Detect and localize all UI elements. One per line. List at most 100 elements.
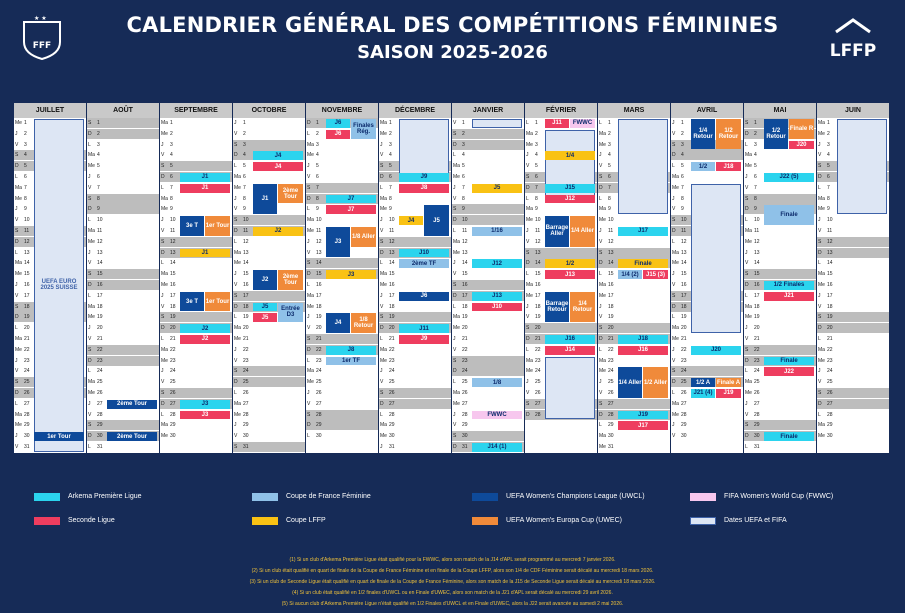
weekday-letter: V	[234, 206, 238, 213]
weekday-letter: J	[234, 120, 237, 126]
weekday-letter: Me	[161, 433, 168, 440]
day-number: 14	[462, 260, 468, 267]
day-row: L 31	[87, 442, 159, 452]
day-number: 30	[462, 433, 468, 440]
weekday-letter: Ma	[818, 422, 825, 429]
day-number: 8	[827, 195, 830, 202]
calendar-event: J8	[399, 183, 449, 193]
calendar-event: J5	[253, 302, 277, 312]
day-row: V 25	[160, 377, 232, 387]
weekday-letter: V	[599, 390, 603, 396]
weekday-letter: L	[599, 346, 602, 353]
weekday-letter: S	[818, 314, 822, 321]
day-number: 27	[535, 400, 541, 407]
day-row: L 23	[306, 356, 378, 366]
weekday-letter: Me	[307, 303, 314, 310]
weekday-letter: L	[745, 368, 748, 375]
weekday-letter: S	[88, 346, 92, 353]
day-row: Me 6	[452, 172, 524, 182]
weekday-letter: Ma	[745, 303, 752, 310]
day-number: 1	[170, 120, 173, 126]
season-subtitle: SAISON 2025-2026	[357, 42, 548, 63]
day-number: 6	[24, 174, 27, 180]
day-row: Me 23	[160, 356, 232, 366]
weekday-letter: D	[15, 238, 19, 245]
day-row: Me 7	[233, 183, 305, 193]
calendar-event	[691, 183, 741, 333]
day-number: 13	[170, 249, 176, 256]
calendar-event: 1/4 Retour	[570, 291, 595, 323]
day-number: 7	[170, 184, 173, 191]
legend-label: UEFA Women's Champions League (UWCL)	[506, 493, 645, 500]
day-number: 12	[243, 238, 249, 245]
day-number: 12	[754, 238, 760, 245]
weekday-letter: Ma	[818, 120, 825, 126]
weekday-letter: J	[380, 292, 383, 299]
weekday-letter: V	[307, 249, 311, 256]
day-number: 22	[754, 346, 760, 353]
day-row: Ma 19	[452, 312, 524, 322]
day-number: 22	[535, 346, 541, 353]
day-row: J 22	[233, 345, 305, 355]
day-number: 16	[535, 282, 541, 288]
day-number: 2	[535, 130, 538, 137]
day-row: Me 29	[14, 420, 86, 430]
day-number: 24	[389, 368, 395, 375]
day-number: 2	[754, 130, 757, 137]
day-number: 15	[24, 271, 30, 278]
day-number: 15	[608, 271, 614, 278]
day-number: 22	[827, 346, 833, 353]
weekday-letter: J	[161, 368, 164, 375]
day-row: Me 10	[598, 215, 670, 225]
day-row: Ma 3	[306, 140, 378, 150]
calendar-event: Barrage Retour	[545, 291, 569, 323]
month-column: AOÛT S 1 D 2 L 3 Ma 4 Me 5 J 6 V 7 S 8 D 9 L 10 Ma 11 Me 12 J 13 V 1…	[87, 103, 159, 453]
day-row: Me 23	[817, 356, 889, 366]
calendar-event	[399, 119, 449, 182]
day-number: 25	[754, 379, 760, 386]
day-row: Ma 4	[87, 150, 159, 160]
day-number: 27	[754, 400, 760, 407]
day-number: 9	[316, 206, 319, 213]
day-number: 10	[243, 217, 249, 224]
weekday-letter: Ma	[380, 120, 387, 126]
day-row: Me 12	[744, 237, 816, 247]
weekday-letter: V	[453, 271, 457, 278]
day-number: 23	[827, 357, 833, 364]
day-row: J 28	[452, 410, 524, 420]
month-column: MAI S 1 D 2 L 3 Ma 4 Me 5 J 6 V 7 S 8 D 9 L 10 Ma 11 Me 12 J 13 V 14…	[744, 103, 816, 453]
weekday-letter: D	[672, 303, 676, 310]
day-row: D 13	[817, 247, 889, 258]
day-number: 16	[754, 282, 760, 288]
day-row: J 13	[87, 248, 159, 258]
day-number: 1	[24, 120, 27, 126]
day-row: J 25	[525, 377, 597, 387]
legend-label: Seconde Ligue	[68, 517, 115, 524]
day-row: Ma 25	[744, 377, 816, 387]
weekday-letter: S	[672, 141, 676, 148]
day-number: 8	[243, 195, 246, 202]
day-row: V 18	[817, 302, 889, 312]
weekday-letter: D	[88, 282, 92, 288]
day-number: 28	[316, 411, 322, 418]
day-number: 4	[24, 152, 27, 159]
day-row: L 30	[306, 431, 378, 441]
day-row: L 22	[598, 345, 670, 355]
weekday-letter: S	[453, 130, 457, 137]
day-number: 26	[24, 390, 30, 396]
day-number: 2	[681, 130, 684, 137]
weekday-letter: J	[453, 336, 456, 342]
weekday-letter: V	[526, 390, 530, 396]
weekday-letter: Ma	[307, 217, 314, 224]
weekday-letter: S	[526, 325, 530, 332]
day-number: 3	[754, 141, 757, 148]
weekday-letter: S	[745, 120, 749, 126]
day-row: Me 23	[379, 356, 451, 366]
weekday-letter: L	[672, 314, 675, 321]
day-row: Ma 5	[452, 161, 524, 171]
calendar-event: J11	[399, 324, 449, 333]
weekday-letter: D	[307, 422, 311, 429]
weekday-letter: S	[15, 152, 19, 159]
